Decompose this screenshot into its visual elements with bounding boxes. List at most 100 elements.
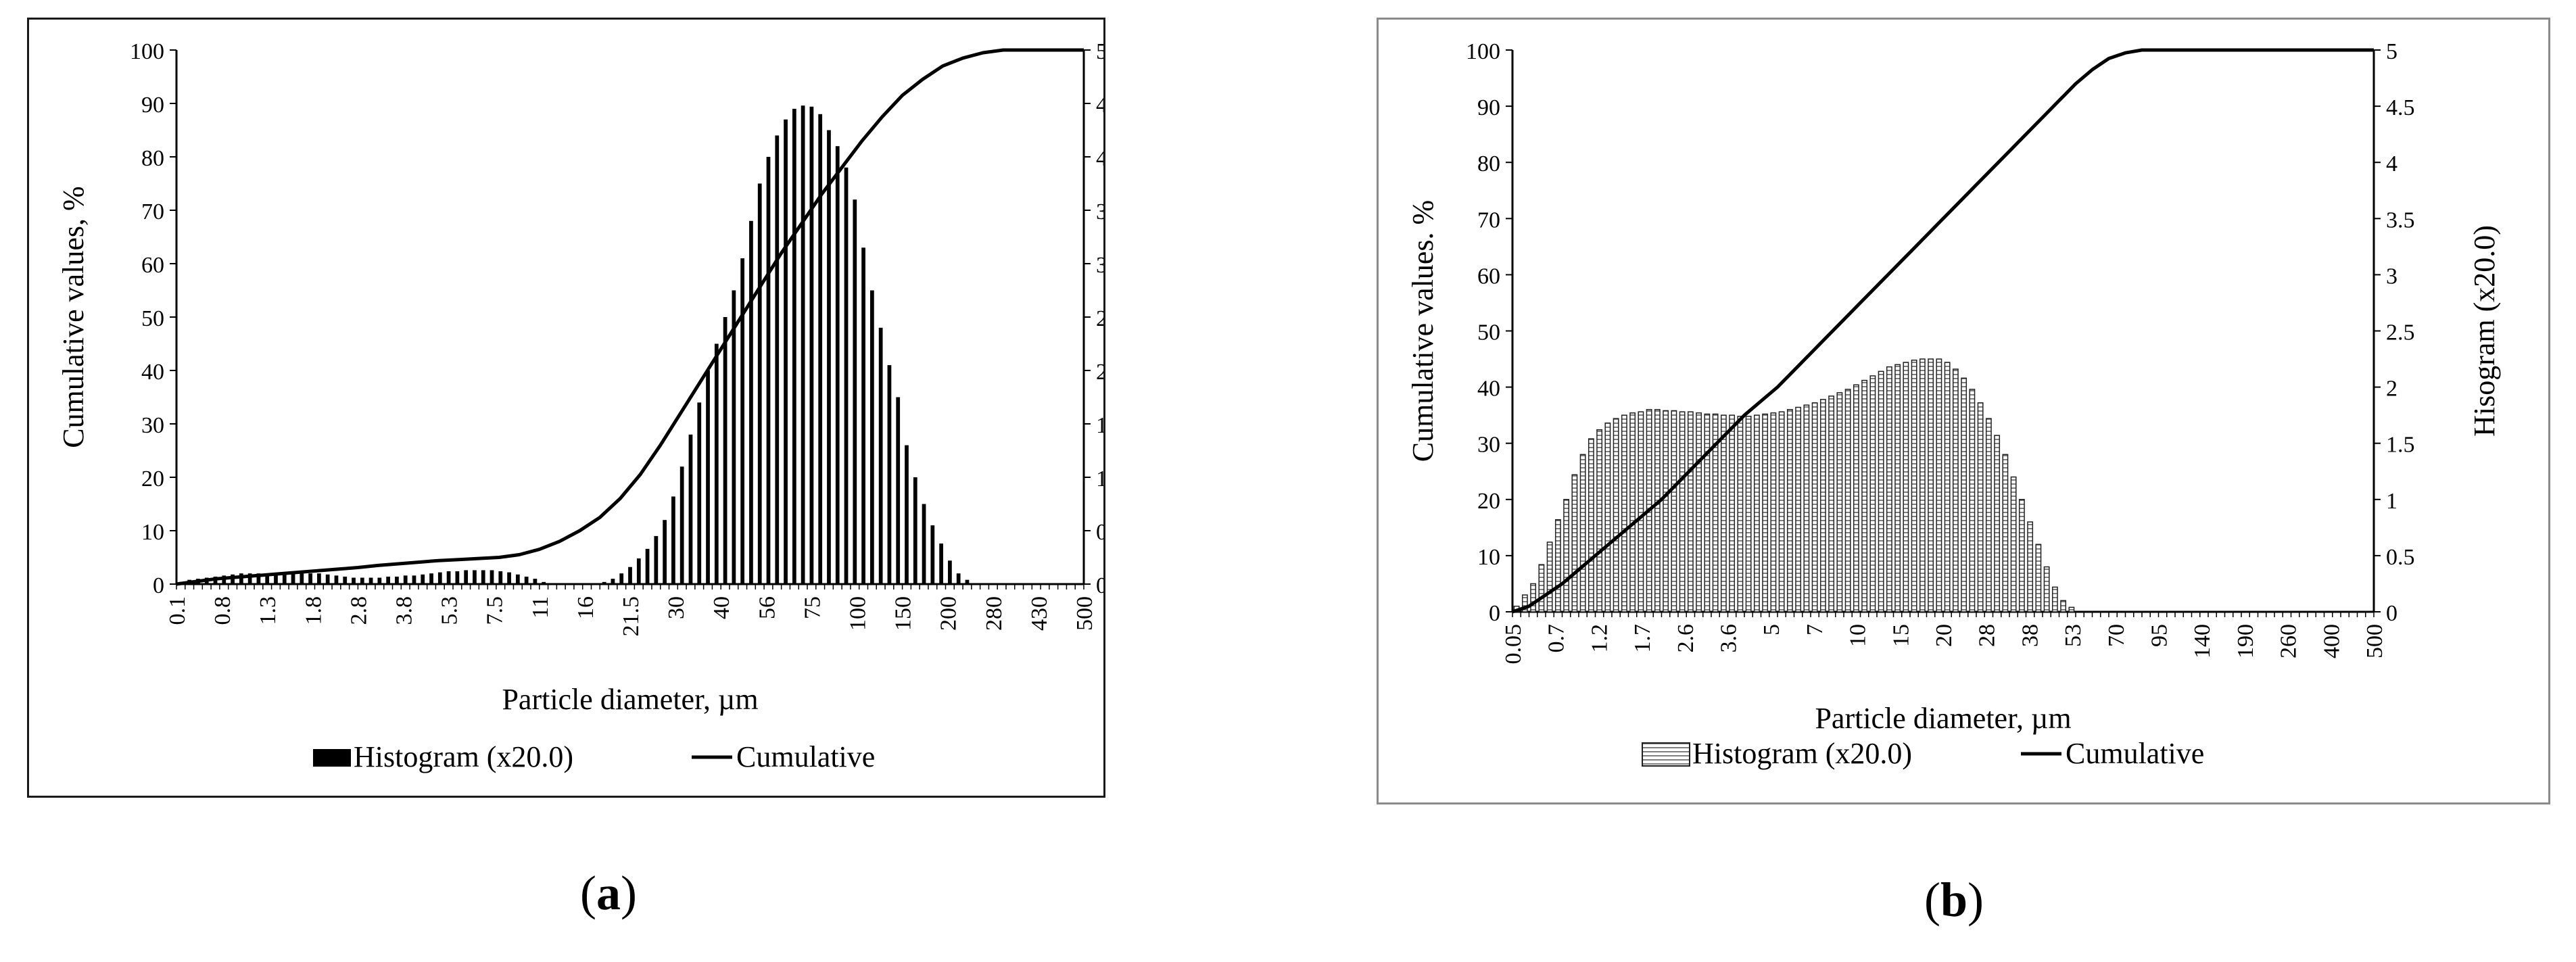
histogram-bar — [1878, 370, 1884, 612]
y2-tick-label: 1.5 — [1096, 413, 1103, 438]
histogram-bar — [922, 504, 926, 584]
y2-tick-label: 0 — [2386, 601, 2398, 626]
x-tick-label: 1.8 — [301, 596, 326, 625]
histogram-bar — [308, 573, 312, 584]
x-tick-label: 430 — [1027, 596, 1052, 631]
y-tick-label: 80 — [141, 146, 164, 171]
y-tick-label: 30 — [1477, 433, 1500, 458]
histogram-bar — [1629, 412, 1636, 612]
x-tick-label: 0.7 — [1544, 624, 1569, 653]
x-tick-label: 500 — [1072, 596, 1097, 631]
histogram-bar — [1679, 411, 1686, 612]
x-tick-label: 5 — [1759, 624, 1784, 635]
histogram-bar — [2051, 586, 2058, 612]
x-tick-label: 40 — [709, 596, 734, 619]
histogram-bar — [1671, 410, 1677, 612]
histogram-bar — [1712, 413, 1719, 612]
histogram-bar — [1944, 362, 1951, 612]
histogram-bar — [628, 567, 632, 584]
y2-tick-label: 0 — [1096, 573, 1103, 598]
y-tick-label: 90 — [141, 93, 164, 118]
y-tick-label: 30 — [141, 413, 164, 438]
histogram-bar — [1977, 402, 1984, 612]
histogram-bar — [542, 581, 546, 584]
histogram-bar — [1936, 358, 1942, 612]
histogram-bar — [853, 199, 857, 584]
y-tick-label: 10 — [141, 520, 164, 545]
histogram-bar — [1720, 414, 1727, 612]
histogram-bar — [1853, 384, 1859, 612]
y-tick-label: 20 — [141, 466, 164, 491]
x-tick-label: 400 — [2319, 624, 2344, 658]
histogram-bar — [1563, 499, 1570, 612]
histogram-bar — [1795, 406, 1802, 612]
histogram-bar — [446, 571, 451, 584]
histogram-bar — [1786, 409, 1793, 612]
histogram-bar — [809, 106, 814, 585]
y-tick-label: 10 — [1477, 545, 1500, 570]
histogram-bar — [663, 520, 667, 584]
histogram-bar — [887, 365, 892, 584]
histogram-bar — [749, 220, 753, 584]
y2-tick-label: 5 — [2386, 39, 2398, 64]
x-tick-label: 150 — [891, 596, 916, 631]
x-tick-label: 140 — [2190, 624, 2215, 658]
histogram-bar — [412, 575, 416, 584]
histogram-bar — [775, 135, 780, 584]
x-tick-label: 280 — [982, 596, 1007, 631]
histogram-bar — [524, 576, 529, 584]
histogram-bar — [1844, 389, 1851, 612]
histogram-bar — [706, 370, 710, 584]
histogram-bar — [429, 573, 433, 584]
histogram-bar — [1604, 423, 1611, 612]
y2-tick-label: 1 — [2386, 489, 2398, 514]
histogram-bar — [1737, 416, 1744, 612]
histogram-bar — [844, 167, 849, 585]
histogram-bar — [956, 573, 961, 584]
histogram-bar — [697, 402, 702, 584]
histogram-bar — [1969, 389, 1976, 612]
x-tick-label: 95 — [2147, 624, 2172, 647]
chart-panel-b: 0 10 20 30 40 50 60 70 80 90 100 0 0.5 1 1.5 2 2.5 3 3.5 4 4… — [1377, 18, 2550, 804]
y-tick-label: 50 — [1477, 320, 1500, 345]
histogram-bar — [878, 327, 883, 584]
histogram-bar — [1919, 358, 1926, 612]
histogram-bar — [473, 570, 477, 584]
y-tick-label: 100 — [130, 39, 164, 64]
histogram-bar — [671, 496, 675, 584]
x-tick-label: 30 — [664, 596, 689, 619]
histogram-bar — [619, 573, 624, 584]
histogram-bar — [1894, 364, 1901, 612]
x-tick-label: 2.6 — [1673, 624, 1698, 653]
histogram-bar — [1554, 519, 1561, 612]
y-tick-label: 0 — [153, 573, 164, 598]
histogram-bar — [282, 573, 287, 584]
histogram-bar — [1952, 368, 1959, 612]
histogram-bar — [723, 317, 728, 584]
x-tick-label: 2.8 — [346, 596, 371, 625]
x-tick-label: 260 — [2276, 624, 2301, 658]
histogram-bar — [1928, 358, 1934, 612]
cumulative-line — [1512, 48, 2374, 614]
histogram-bar — [757, 183, 762, 584]
histogram-bar — [533, 579, 538, 584]
chart-b-svg: 0 10 20 30 40 50 60 70 80 90 100 0 0.5 1 1.5 2 2.5 3 3.5 4 4… — [1406, 39, 2501, 770]
x-tick-label: 38 — [2018, 624, 2043, 647]
legend-swatch-histogram — [1642, 742, 1690, 767]
histogram-bar — [1811, 402, 1818, 612]
x-tick-label: 28 — [1975, 624, 2000, 647]
histogram-bar — [317, 573, 321, 584]
histogram-bar — [1985, 418, 1992, 612]
x-tick-label: 500 — [2362, 624, 2387, 658]
histogram-bar — [611, 579, 615, 584]
x-tick-label: 0.1 — [165, 596, 190, 625]
x-tick-label: 11 — [528, 596, 553, 619]
x-axis-title: Particle diameter, µm — [1815, 702, 2071, 735]
histogram-bar — [1588, 438, 1594, 612]
histogram-bar — [818, 114, 823, 585]
histogram-bar — [1869, 375, 1876, 612]
chart-a-svg: 0 10 20 30 40 50 60 70 80 90 100 0 0.5 1 1.5 2 2.5 3 3.5 4 4… — [57, 39, 1103, 773]
legend-label-cumulative: Cumulative — [736, 740, 875, 773]
y-tick-label: 90 — [1477, 95, 1500, 120]
histogram-bar — [766, 157, 771, 584]
